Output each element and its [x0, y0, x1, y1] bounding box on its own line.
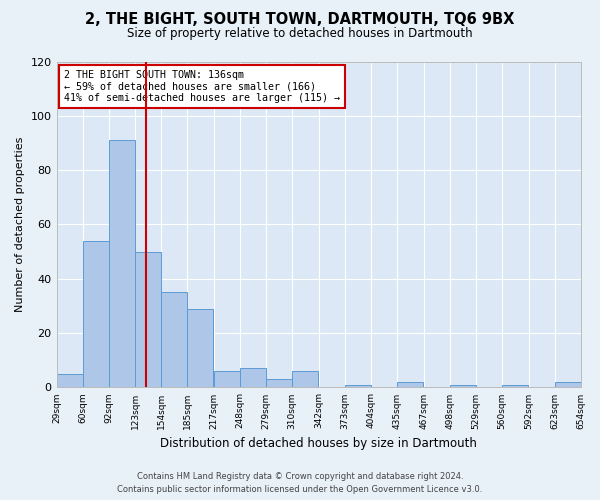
Bar — [450, 384, 476, 388]
X-axis label: Distribution of detached houses by size in Dartmouth: Distribution of detached houses by size … — [160, 437, 477, 450]
Bar — [345, 384, 371, 388]
Bar — [240, 368, 266, 388]
Text: 2, THE BIGHT, SOUTH TOWN, DARTMOUTH, TQ6 9BX: 2, THE BIGHT, SOUTH TOWN, DARTMOUTH, TQ6… — [85, 12, 515, 28]
Bar — [397, 382, 423, 388]
Bar — [214, 371, 240, 388]
Bar — [187, 308, 214, 388]
Bar — [266, 380, 292, 388]
Bar — [83, 241, 109, 388]
Text: Contains HM Land Registry data © Crown copyright and database right 2024.
Contai: Contains HM Land Registry data © Crown c… — [118, 472, 482, 494]
Bar — [292, 371, 318, 388]
Bar — [554, 382, 581, 388]
Bar — [56, 374, 83, 388]
Bar — [109, 140, 136, 388]
Bar — [136, 252, 161, 388]
Y-axis label: Number of detached properties: Number of detached properties — [15, 137, 25, 312]
Text: Size of property relative to detached houses in Dartmouth: Size of property relative to detached ho… — [127, 28, 473, 40]
Bar — [161, 292, 187, 388]
Bar — [502, 384, 527, 388]
Text: 2 THE BIGHT SOUTH TOWN: 136sqm
← 59% of detached houses are smaller (166)
41% of: 2 THE BIGHT SOUTH TOWN: 136sqm ← 59% of … — [64, 70, 340, 103]
